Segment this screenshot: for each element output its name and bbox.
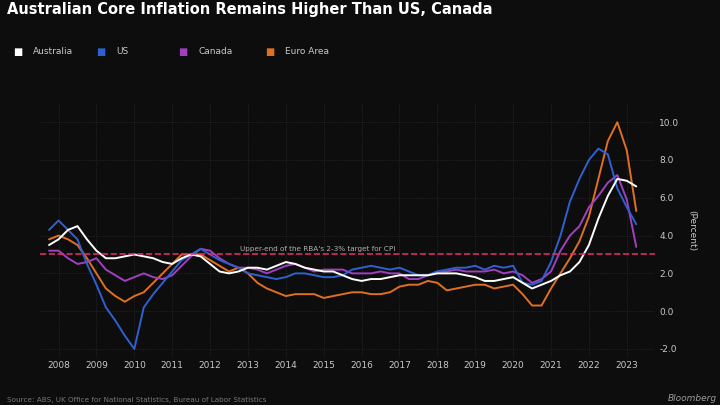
- Text: ■: ■: [265, 47, 274, 57]
- Text: Euro Area: Euro Area: [285, 47, 329, 55]
- Text: Australia: Australia: [33, 47, 73, 55]
- Text: Bloomberg: Bloomberg: [667, 394, 716, 403]
- Text: ■: ■: [96, 47, 105, 57]
- Text: Australian Core Inflation Remains Higher Than US, Canada: Australian Core Inflation Remains Higher…: [7, 2, 492, 17]
- Text: Upper-end of the RBA's 2-3% target for CPI: Upper-end of the RBA's 2-3% target for C…: [240, 246, 396, 252]
- Y-axis label: (Percent): (Percent): [687, 210, 696, 252]
- Text: ■: ■: [13, 47, 22, 57]
- Text: US: US: [116, 47, 128, 55]
- Text: Source: ABS, UK Office for National Statistics, Bureau of Labor Statistics: Source: ABS, UK Office for National Stat…: [7, 397, 266, 403]
- Text: Canada: Canada: [199, 47, 233, 55]
- Text: ■: ■: [179, 47, 188, 57]
